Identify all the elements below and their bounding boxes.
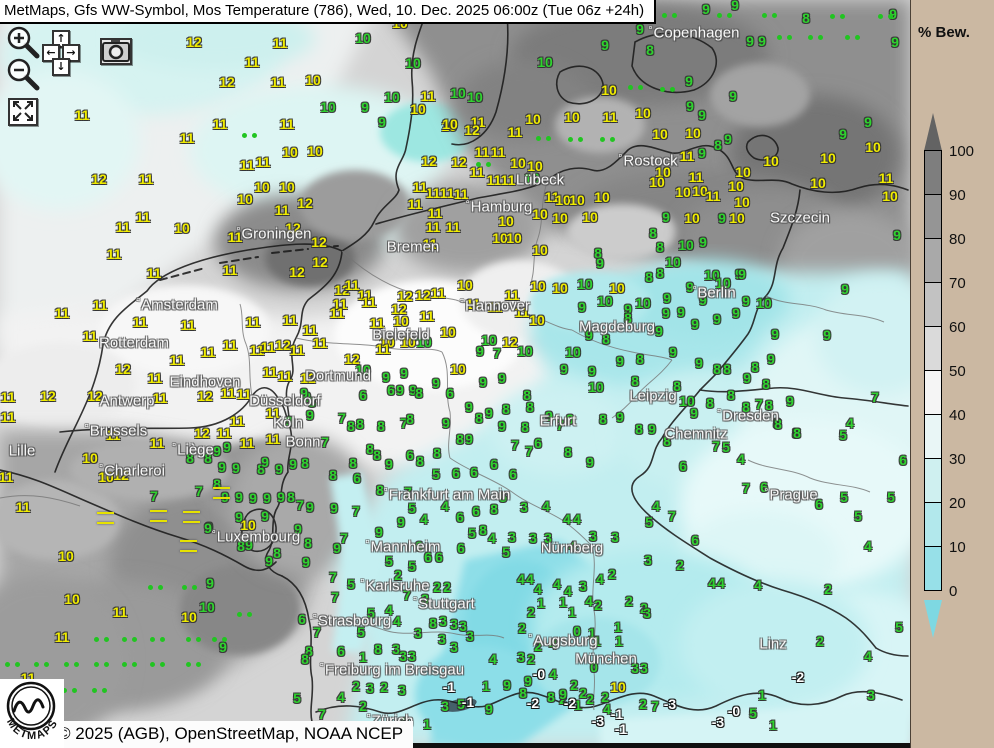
legend-segment xyxy=(924,238,942,283)
legend-tick: 20 xyxy=(949,495,966,512)
legend-tick: 50 xyxy=(949,363,966,380)
cloud-cover-legend: % Bew. 100 90 80 70 60 50 40 30 20 10 0 xyxy=(910,0,994,748)
legend-tick: 80 xyxy=(949,231,966,248)
pan-right-button[interactable]: → xyxy=(62,44,80,62)
legend-segment xyxy=(924,282,942,327)
logo-m-wave xyxy=(12,698,45,714)
legend-tick: 40 xyxy=(949,407,966,424)
legend-tick: 30 xyxy=(949,451,966,468)
legend-arrow-bottom xyxy=(924,600,942,638)
map-canvas[interactable]: 11 12 11 11 12 11 10 11 11 11 12 11 10 10 11 11 10 10 10 12… xyxy=(0,0,910,748)
fullscreen-button[interactable] xyxy=(8,98,38,126)
attribution: © 2025 (AGB), OpenStreetMap, NOAA NCEP xyxy=(50,721,414,748)
legend-tick: 70 xyxy=(949,275,966,292)
legend-segment xyxy=(924,546,942,591)
legend-segment xyxy=(924,370,942,415)
legend-segment xyxy=(924,194,942,239)
pan-up-button[interactable]: ↑ xyxy=(52,30,70,48)
weather-map-background xyxy=(0,0,910,748)
zoom-in-button[interactable] xyxy=(6,26,42,60)
map-title: MetMaps, Gfs WW-Symbol, Mos Temperature … xyxy=(0,0,657,24)
metmaps-logo[interactable]: METMAPS xyxy=(0,679,64,748)
fullscreen-icon xyxy=(13,101,33,121)
pan-left-button[interactable]: ← xyxy=(42,44,60,62)
legend-arrow-top xyxy=(924,113,942,151)
legend-tick: 10 xyxy=(949,539,966,556)
legend-segment xyxy=(924,326,942,371)
legend-tick: 90 xyxy=(949,187,966,204)
zoom-out-button[interactable] xyxy=(6,58,42,92)
legend-segment xyxy=(924,458,942,503)
legend-tick: 0 xyxy=(949,583,958,600)
logo-circle xyxy=(6,681,56,731)
zoom-in-icon xyxy=(7,26,40,59)
legend-segment xyxy=(924,502,942,547)
legend-colorbar xyxy=(924,150,942,591)
bottom-border xyxy=(0,743,910,748)
camera-icon xyxy=(102,40,130,62)
legend-segment xyxy=(924,150,942,195)
legend-segment xyxy=(924,414,942,459)
zoom-out-icon xyxy=(7,58,40,91)
pan-down-button[interactable]: ↓ xyxy=(52,58,70,76)
legend-title: % Bew. xyxy=(918,24,970,41)
legend-tick: 60 xyxy=(949,319,966,336)
state-borders xyxy=(0,179,885,711)
snapshot-button[interactable] xyxy=(100,38,132,65)
legend-tick: 100 xyxy=(949,143,975,160)
